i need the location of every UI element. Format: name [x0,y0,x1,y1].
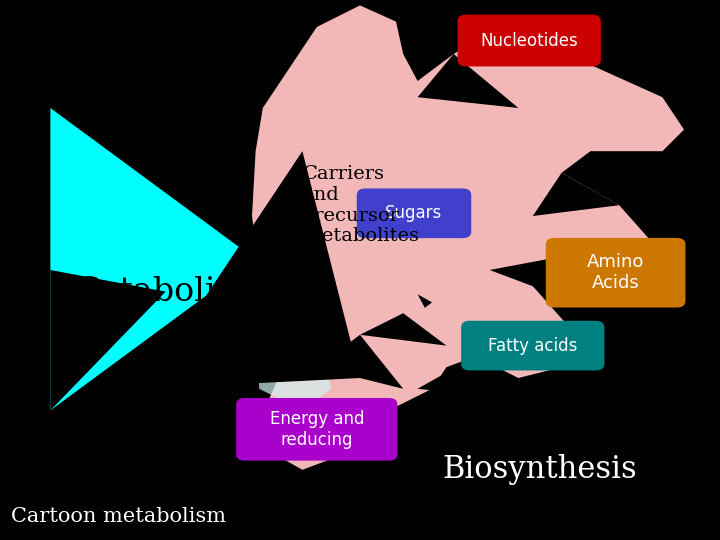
Polygon shape [50,270,166,410]
Text: Biosynthesis: Biosynthesis [443,454,637,485]
FancyBboxPatch shape [458,15,600,66]
Text: Amino
Acids: Amino Acids [587,253,644,292]
Polygon shape [50,108,256,410]
Polygon shape [317,335,403,389]
FancyBboxPatch shape [461,321,604,370]
FancyBboxPatch shape [356,188,471,238]
Polygon shape [418,294,432,308]
Text: Nucleotides: Nucleotides [480,31,578,50]
Polygon shape [490,259,576,302]
Polygon shape [418,356,518,400]
Polygon shape [144,151,360,389]
Text: Catabolism: Catabolism [74,275,264,308]
Polygon shape [252,5,684,470]
Polygon shape [360,313,446,346]
FancyBboxPatch shape [546,238,685,308]
Text: Fatty acids: Fatty acids [488,336,577,355]
Text: Carriers
and
Precursor
Metabolites: Carriers and Precursor Metabolites [302,165,419,245]
FancyBboxPatch shape [236,398,397,461]
Text: Energy and
reducing: Energy and reducing [269,410,364,449]
Polygon shape [418,54,518,108]
Polygon shape [256,259,331,410]
Text: Cartoon metabolism: Cartoon metabolism [11,508,226,526]
Text: Sugars: Sugars [385,204,443,222]
Polygon shape [533,173,619,216]
